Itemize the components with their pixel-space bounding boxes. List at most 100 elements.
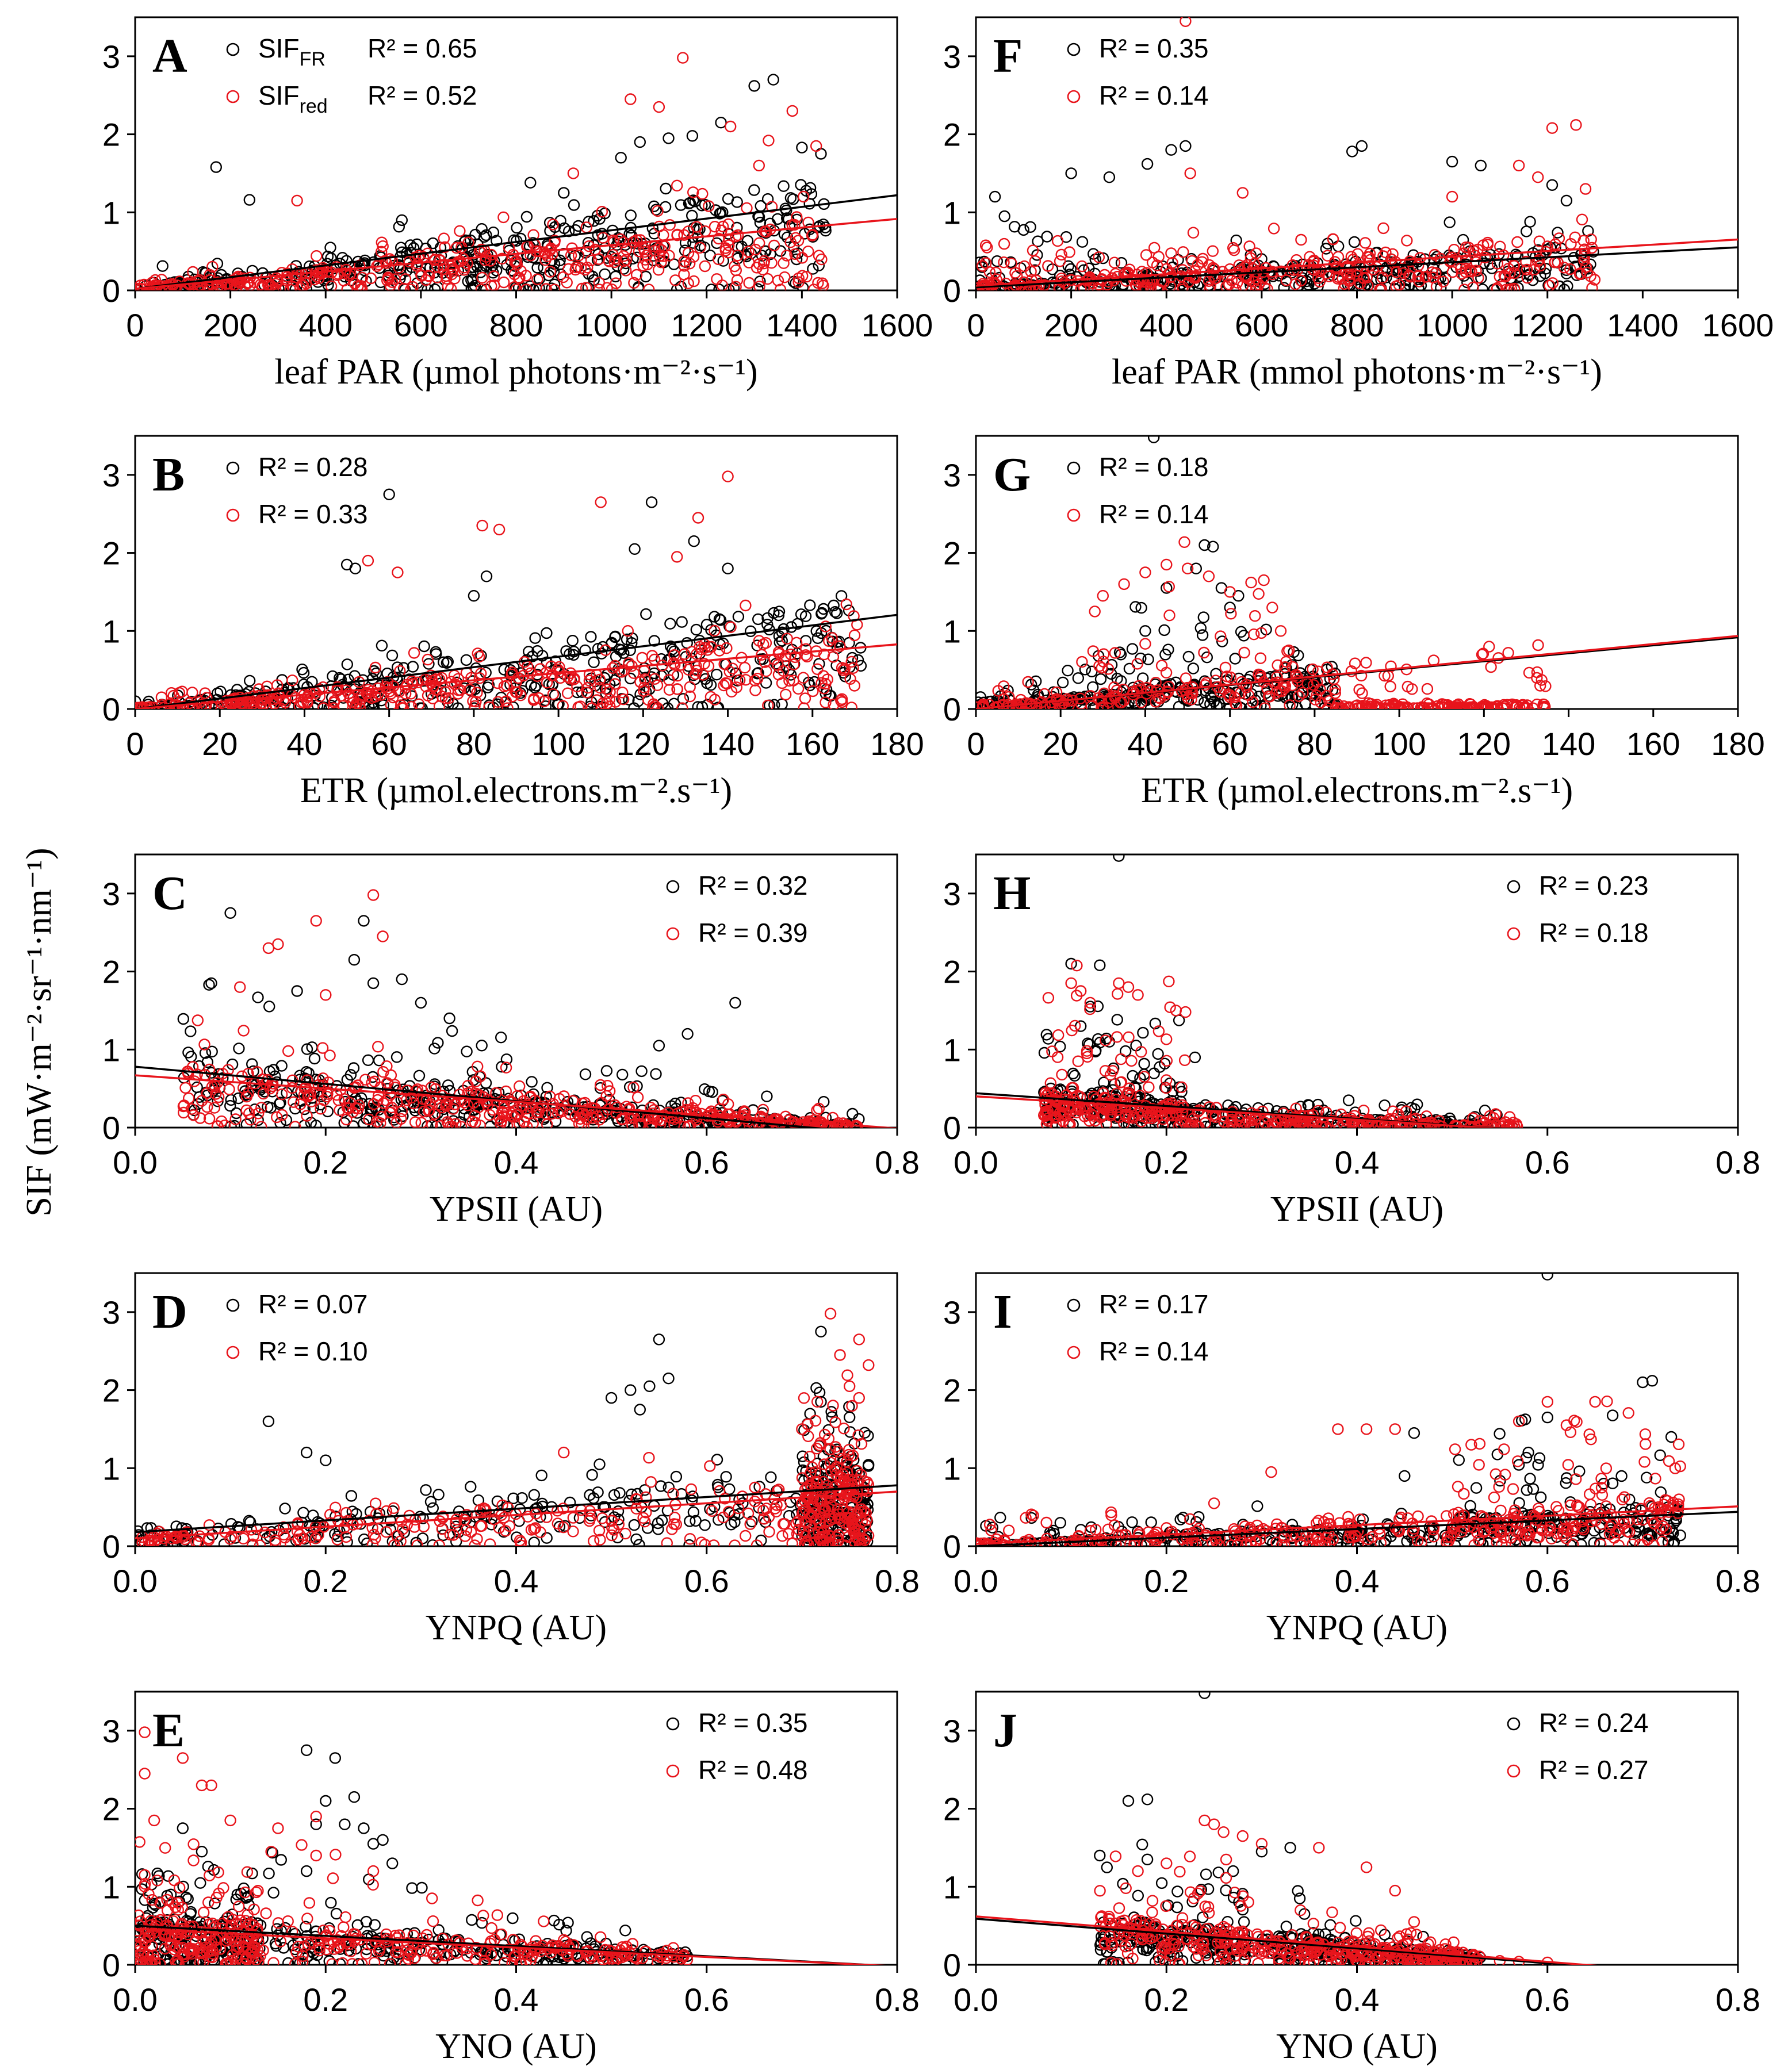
data-point bbox=[738, 661, 751, 674]
data-point bbox=[1397, 267, 1410, 279]
data-point bbox=[1226, 1113, 1238, 1126]
data-point bbox=[492, 696, 504, 708]
data-point bbox=[465, 274, 477, 286]
points-layer bbox=[135, 470, 867, 709]
y-tick-label: 0 bbox=[102, 691, 120, 727]
data-point bbox=[1558, 262, 1571, 274]
data-point bbox=[1586, 282, 1598, 290]
data-point bbox=[585, 631, 597, 643]
data-point bbox=[790, 1118, 802, 1128]
x-tick-label: 0.2 bbox=[303, 1144, 348, 1180]
data-point bbox=[1579, 183, 1592, 195]
legend-marker bbox=[666, 927, 680, 941]
data-point bbox=[671, 683, 683, 695]
data-point bbox=[441, 657, 453, 669]
data-point bbox=[554, 258, 566, 270]
data-point bbox=[1065, 977, 1077, 990]
data-point bbox=[1329, 687, 1342, 699]
data-point bbox=[192, 1014, 204, 1026]
data-point bbox=[1135, 696, 1147, 708]
data-point bbox=[491, 235, 503, 247]
data-point bbox=[484, 1109, 496, 1121]
data-point bbox=[1439, 699, 1451, 709]
data-point bbox=[524, 177, 537, 189]
data-point bbox=[664, 219, 676, 231]
x-tick-label: 100 bbox=[531, 726, 585, 762]
data-point bbox=[1209, 674, 1222, 687]
data-point bbox=[989, 190, 1001, 203]
data-point bbox=[612, 235, 625, 248]
data-point bbox=[979, 239, 992, 251]
data-point bbox=[1315, 696, 1327, 708]
data-point bbox=[709, 221, 721, 233]
data-point bbox=[1089, 605, 1101, 618]
data-point bbox=[244, 1114, 256, 1126]
data-point bbox=[1216, 635, 1228, 647]
y-tick-label: 0 bbox=[102, 1110, 120, 1146]
data-point bbox=[1504, 1118, 1516, 1128]
data-point bbox=[1330, 702, 1342, 709]
data-point bbox=[1283, 263, 1295, 275]
data-point bbox=[561, 277, 573, 289]
data-point bbox=[1393, 279, 1405, 290]
data-point bbox=[1280, 662, 1292, 674]
data-point bbox=[427, 680, 439, 692]
data-point bbox=[179, 1082, 192, 1094]
data-point bbox=[1274, 625, 1287, 637]
data-point bbox=[500, 1085, 512, 1098]
data-point bbox=[1136, 266, 1148, 278]
data-point bbox=[396, 973, 408, 986]
legend-marker bbox=[1067, 90, 1081, 104]
data-point bbox=[497, 276, 510, 289]
data-point bbox=[753, 281, 765, 290]
data-point bbox=[780, 204, 792, 217]
data-point bbox=[1476, 700, 1488, 709]
data-point bbox=[779, 688, 792, 701]
data-point bbox=[596, 206, 608, 218]
data-point bbox=[460, 654, 473, 666]
data-point bbox=[558, 1090, 570, 1102]
data-point bbox=[682, 277, 695, 289]
data-point bbox=[663, 250, 675, 262]
data-point bbox=[429, 254, 441, 266]
data-point bbox=[583, 674, 596, 687]
data-point bbox=[768, 699, 780, 709]
regression-line-1 bbox=[135, 1074, 897, 1128]
data-point bbox=[1384, 680, 1396, 693]
data-point bbox=[621, 633, 633, 646]
data-point bbox=[786, 105, 799, 117]
data-point bbox=[539, 694, 552, 707]
data-point bbox=[407, 678, 419, 690]
data-point bbox=[1178, 1054, 1191, 1067]
points-layer bbox=[1037, 854, 1523, 1128]
data-point bbox=[1481, 700, 1493, 709]
data-point bbox=[836, 693, 848, 706]
data-point bbox=[748, 184, 760, 196]
data-point bbox=[1054, 255, 1066, 267]
data-point bbox=[1354, 277, 1366, 290]
data-point bbox=[1063, 1120, 1075, 1128]
data-point bbox=[1531, 666, 1544, 679]
x-tick-label: 1200 bbox=[1511, 307, 1583, 343]
data-point bbox=[376, 639, 388, 652]
data-point bbox=[675, 659, 687, 671]
data-point bbox=[1113, 977, 1125, 990]
data-point bbox=[461, 1099, 474, 1111]
data-point bbox=[713, 232, 725, 245]
data-point bbox=[634, 136, 646, 148]
data-point bbox=[473, 672, 486, 684]
data-point bbox=[828, 699, 840, 709]
data-point bbox=[187, 266, 199, 278]
data-point bbox=[606, 283, 618, 290]
data-point bbox=[1448, 244, 1460, 256]
data-point bbox=[581, 687, 593, 699]
data-point bbox=[301, 696, 313, 709]
data-point bbox=[976, 701, 983, 709]
data-point bbox=[1337, 273, 1349, 285]
data-point bbox=[740, 674, 752, 686]
data-point bbox=[1248, 628, 1260, 641]
data-point bbox=[557, 700, 569, 709]
data-point bbox=[684, 681, 696, 693]
data-point bbox=[1087, 645, 1100, 657]
data-point bbox=[580, 1103, 593, 1116]
